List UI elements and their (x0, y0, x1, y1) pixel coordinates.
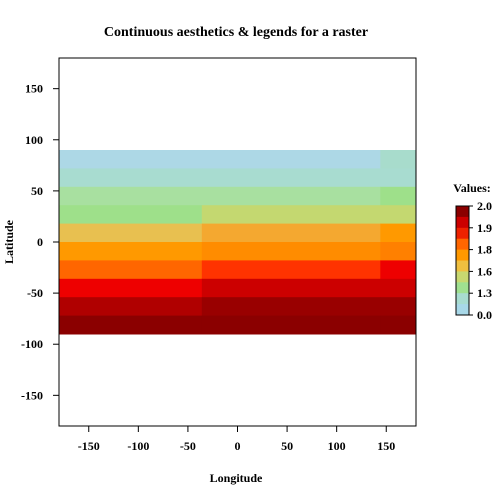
raster-cell (59, 260, 203, 280)
legend-color-swatch (456, 227, 469, 240)
x-tick-label: -150 (78, 439, 100, 453)
y-tick-label: -50 (27, 286, 43, 300)
y-tick-label: -150 (21, 388, 43, 402)
raster-cell (59, 297, 203, 317)
raster-cell (59, 315, 203, 335)
raster-cell (380, 242, 417, 261)
x-tick-label: 0 (235, 439, 241, 453)
raster-cell (201, 186, 381, 206)
raster-cell (380, 223, 417, 243)
raster-cell (201, 205, 381, 225)
legend-color-swatch (456, 271, 469, 283)
raster-cell (201, 260, 381, 280)
legend-color-swatch (456, 238, 469, 251)
raster-cell (59, 223, 203, 243)
raster-cell (201, 168, 381, 188)
raster-cell (59, 186, 203, 206)
legend-tick-label: 1.3 (477, 286, 492, 300)
y-tick-label: 100 (25, 133, 43, 147)
raster-cell (59, 168, 203, 188)
raster-cell (59, 205, 203, 225)
raster-cell (201, 297, 381, 317)
x-tick-label: -50 (180, 439, 196, 453)
chart-title: Continuous aesthetics & legends for a ra… (104, 25, 368, 40)
legend-tick-label: 2.0 (477, 199, 492, 213)
raster-cell (380, 278, 417, 298)
legend-frame (455, 205, 470, 316)
y-axis-label: Latitude (2, 219, 16, 264)
y-tick-label: 150 (25, 82, 43, 96)
raster-cell (201, 150, 381, 169)
raster-layer (59, 150, 417, 335)
legend-tick-label: 0.0 (477, 308, 492, 322)
y-tick-label: -100 (21, 337, 43, 351)
raster-cell (59, 150, 203, 169)
raster-cell (380, 260, 417, 280)
x-tick-label: 150 (377, 439, 395, 453)
legend: 2.0 1.9 1.8 1.6 1.3 0.0 (455, 199, 492, 322)
x-tick-label: 50 (281, 439, 293, 453)
legend-color-swatch (456, 206, 469, 218)
raster-cell (380, 186, 417, 206)
y-tick-label: 50 (31, 184, 43, 198)
legend-tick-label: 1.8 (477, 243, 492, 257)
legend-title: Values: (453, 181, 491, 195)
legend-color-swatch (456, 304, 469, 316)
raster-cell (59, 242, 203, 261)
raster-cell (380, 168, 417, 188)
raster-cell (380, 315, 417, 335)
raster-cell (201, 278, 381, 298)
legend-color-swatch (456, 249, 469, 261)
legend-color-swatch (456, 216, 469, 229)
y-tick-label: 0 (37, 235, 43, 249)
y-axis: -150 -100 -50 0 50 100 150 (21, 82, 59, 402)
legend-color-swatch (456, 282, 469, 294)
legend-color-swatch (456, 293, 469, 305)
legend-tick-label: 1.6 (477, 264, 492, 278)
raster-cell (201, 223, 381, 243)
raster-cell (201, 315, 381, 335)
raster-cell (380, 297, 417, 317)
raster-cell (380, 150, 417, 169)
legend-tick-label: 1.9 (477, 221, 492, 235)
x-tick-label: -100 (127, 439, 149, 453)
legend-color-swatch (456, 260, 469, 272)
x-axis-label: Longitude (210, 471, 263, 485)
raster-cell (201, 242, 381, 261)
x-axis: -150 -100 -50 0 50 100 150 (78, 426, 395, 453)
raster-cell (380, 205, 417, 225)
x-tick-label: 100 (328, 439, 346, 453)
raster-cell (59, 278, 203, 298)
